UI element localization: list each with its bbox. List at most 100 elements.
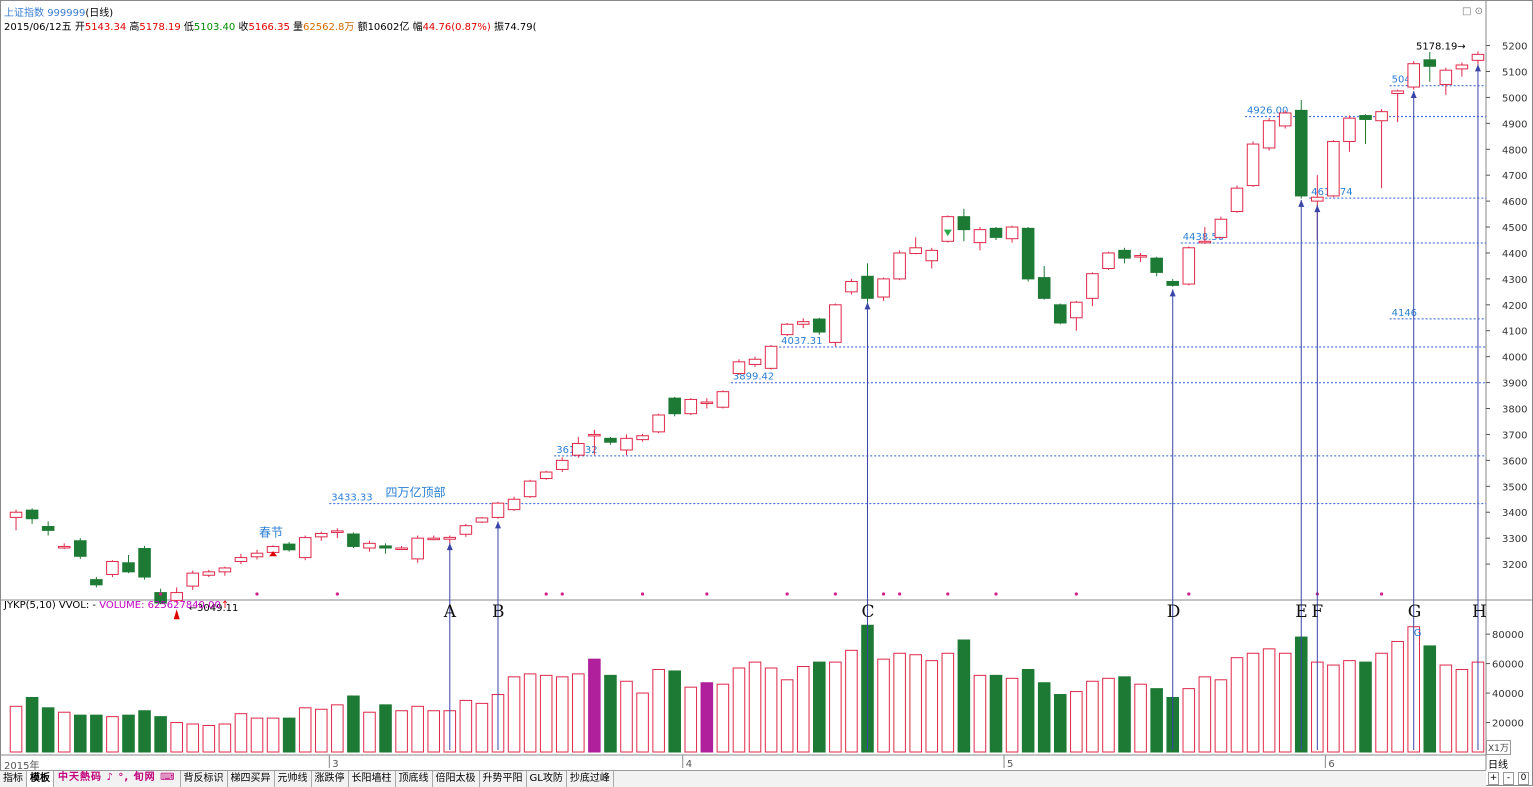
volume-bar <box>459 699 473 753</box>
signal-dot <box>640 592 645 596</box>
tab-long-yang-pillar[interactable]: 长阳墙柱 <box>349 771 396 787</box>
window-controls[interactable]: □ ⊙ <box>1462 6 1483 17</box>
volume-bar <box>941 652 955 753</box>
marker-arrow-head <box>1298 199 1305 207</box>
y-tick-label: 4800 <box>1502 145 1527 156</box>
volume-bar <box>1327 664 1340 753</box>
indicator-vvol: VVOL: - <box>58 600 97 611</box>
marker-arrow-head <box>1410 91 1417 99</box>
vol-tick-label: 20000 <box>1492 719 1524 730</box>
candle-body <box>1086 273 1099 299</box>
candle-body <box>764 345 778 369</box>
candle-body <box>298 537 312 559</box>
volume-bar <box>106 716 119 753</box>
tab-rising-flat[interactable]: 升势平阳 <box>480 771 527 787</box>
volume-bar <box>925 660 939 753</box>
volume-bar <box>1070 691 1083 753</box>
reset-button[interactable]: 0 <box>1518 772 1529 785</box>
tab-double-yang[interactable]: 倍阳太极 <box>433 771 480 787</box>
tab-reverse-mark[interactable]: 背反标识 <box>181 771 228 787</box>
candle-body <box>861 275 874 299</box>
candle-body <box>1182 247 1196 285</box>
support-level-label: 4037.31 <box>781 336 822 347</box>
settings-icon[interactable]: ⊙ <box>1474 6 1484 17</box>
tab-limit-up-down[interactable]: 涨跌停 <box>312 771 349 787</box>
y-tick-label: 3400 <box>1502 508 1527 519</box>
signal-dot <box>1379 592 1384 596</box>
marker-label: G <box>1408 602 1422 622</box>
zoom-out-button[interactable]: - <box>1503 772 1514 785</box>
candle-body <box>588 433 601 437</box>
candle-body <box>9 511 23 518</box>
tab-template[interactable]: 模板 <box>27 771 54 787</box>
candle-body <box>796 321 810 325</box>
amp-label: 幅 <box>412 22 423 33</box>
volume-bar <box>9 705 23 753</box>
tab-top-bottom-line[interactable]: 顶底线 <box>396 771 433 787</box>
y-tick-label: 3700 <box>1502 430 1527 441</box>
tab-indicator[interactable]: 指标 <box>0 771 27 787</box>
index-name: 上证指数 <box>4 8 44 19</box>
volume-bar <box>748 661 762 753</box>
y-tick-label: 3200 <box>1502 560 1527 571</box>
volume-bar <box>989 674 1003 753</box>
y-tick-label: 5000 <box>1502 93 1527 104</box>
signal-dot <box>898 592 902 596</box>
candle-body <box>1294 109 1308 197</box>
volume-bar <box>266 717 280 753</box>
period-label[interactable]: 日线 <box>1488 760 1508 771</box>
candle-body <box>1021 227 1035 280</box>
tab-marshal-line[interactable]: 元帅线 <box>275 771 312 787</box>
up-arrow-icon: ↑ <box>220 600 230 611</box>
tab-bottom-fishing[interactable]: 抄底过峰 <box>567 771 614 787</box>
volume-bar <box>1182 688 1196 753</box>
candle-body <box>1278 112 1292 127</box>
candle-body <box>1214 218 1228 238</box>
candle-body <box>314 532 328 538</box>
candle-body <box>1423 59 1437 67</box>
candle-body <box>1262 120 1276 149</box>
candle-body <box>507 498 521 511</box>
volume-bar <box>684 686 698 753</box>
candle-body <box>122 562 135 573</box>
volume-bar <box>764 667 778 753</box>
volume-bar <box>588 658 601 753</box>
candle-body <box>1037 277 1051 299</box>
marker-arrow-head <box>446 543 453 551</box>
zoom-controls: + - 0 <box>1488 772 1529 785</box>
volume-bar <box>411 705 424 753</box>
high-price-label: 5178.19→ <box>1416 41 1466 52</box>
candle-body <box>1118 249 1131 259</box>
marker-label: B <box>492 602 505 622</box>
close-label: 收 <box>238 22 249 33</box>
candle-body <box>282 543 296 551</box>
candle-body <box>1375 111 1388 122</box>
indicator-name[interactable]: JYKP(5,10) <box>4 600 56 611</box>
candle-body <box>475 517 489 523</box>
candle-body <box>925 249 939 262</box>
volume-bar <box>363 711 376 753</box>
turnover-label: 振 <box>493 22 504 33</box>
tab-ladder-buy[interactable]: 梯四买异 <box>228 771 275 787</box>
y-tick-label: 4900 <box>1502 119 1527 130</box>
candle-body <box>973 229 987 244</box>
y-tick-label: 4000 <box>1502 353 1527 364</box>
restore-icon[interactable]: □ <box>1462 6 1472 17</box>
volume-bar <box>1198 676 1212 753</box>
zoom-in-button[interactable]: + <box>1488 772 1499 785</box>
volume-bar <box>1021 668 1035 753</box>
signal-dot <box>705 592 709 596</box>
y-tick-label: 3500 <box>1502 482 1527 493</box>
marker-arrow-head <box>1474 64 1481 72</box>
volume-bar <box>1134 683 1147 753</box>
volume-bar <box>813 661 826 753</box>
volume-bar <box>347 695 360 753</box>
candle-body <box>989 227 1003 238</box>
volume-bar <box>780 679 794 753</box>
support-level-label: 4438.50 <box>1183 232 1224 243</box>
tab-gl-attack-defense[interactable]: GL攻防 <box>527 771 567 787</box>
marker-arrow-head <box>494 521 501 529</box>
candle-body <box>813 318 826 333</box>
signal-dot <box>255 592 259 596</box>
